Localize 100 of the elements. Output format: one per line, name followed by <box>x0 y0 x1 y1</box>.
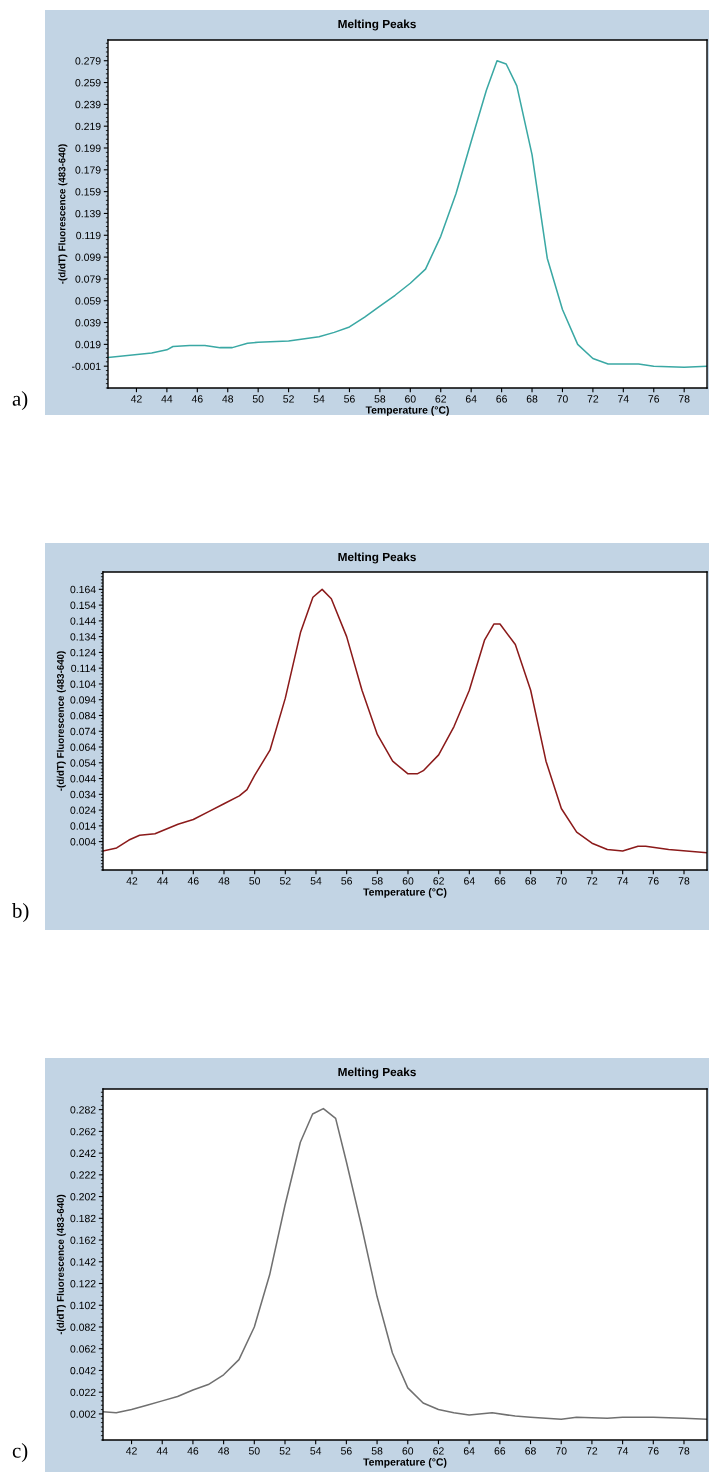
x-tick-label: 42 <box>130 395 142 403</box>
y-tick-label: 0.142 <box>70 1258 96 1266</box>
y-axis-title: -(d/dT) Fluorescence (483-640) <box>56 651 66 791</box>
y-tick-label: 0.134 <box>70 633 96 641</box>
x-tick-label: 76 <box>648 395 660 403</box>
x-tick-label: 56 <box>344 395 355 403</box>
x-tick-label: 44 <box>161 395 173 403</box>
y-tick-label: 0.022 <box>70 1388 96 1397</box>
y-tick-label: -0.001 <box>71 362 101 371</box>
x-tick-label: 78 <box>678 395 690 403</box>
x-tick-label: 66 <box>494 1447 506 1455</box>
x-tick-label: 76 <box>648 1447 659 1455</box>
y-tick-label: 0.079 <box>75 275 101 283</box>
y-tick-label: 0.164 <box>70 585 96 594</box>
y-tick-label: 0.044 <box>70 775 96 783</box>
x-tick-label: 62 <box>435 395 447 403</box>
x-tick-label: 62 <box>433 1447 444 1455</box>
x-tick-label: 44 <box>157 877 169 885</box>
y-axis-title: -(d/dT) Fluorescence (483-640) <box>58 144 68 284</box>
y-tick-label: 0.114 <box>71 664 96 673</box>
x-tick-label: 52 <box>283 395 294 403</box>
y-tick-label: 0.219 <box>75 122 101 131</box>
x-tick-label: 62 <box>433 877 444 885</box>
y-tick-label: 0.082 <box>70 1323 96 1331</box>
y-axis-title: -(d/dT) Fluorescence (483-640) <box>56 1194 66 1335</box>
x-tick-label: 70 <box>556 877 567 885</box>
x-tick-label: 54 <box>310 877 322 885</box>
x-axis-title: Temperature (°C) <box>363 1458 447 1468</box>
y-tick-label: 0.179 <box>75 166 101 174</box>
y-tick-label: 0.084 <box>70 711 96 720</box>
x-tick-label: 48 <box>218 1447 229 1455</box>
x-tick-label: 54 <box>310 1447 322 1455</box>
y-tick-label: 0.282 <box>70 1106 96 1114</box>
x-tick-label: 74 <box>617 1447 629 1455</box>
y-tick-label: 0.144 <box>70 617 96 625</box>
x-tick-label: 48 <box>218 877 230 885</box>
x-tick-label: 72 <box>586 1447 598 1455</box>
y-tick-label: 0.099 <box>75 253 101 261</box>
x-tick-label: 54 <box>313 395 325 403</box>
y-tick-label: 0.259 <box>75 79 101 87</box>
x-tick-label: 58 <box>374 395 386 403</box>
x-tick-label: 46 <box>191 395 203 403</box>
x-tick-label: 60 <box>402 1447 414 1455</box>
y-tick-label: 0.119 <box>76 231 101 240</box>
text: c) <box>12 1443 28 1462</box>
y-tick-label: 0.074 <box>70 727 96 736</box>
x-axis-title: Temperature (°C) <box>363 888 447 898</box>
y-tick-label: 0.002 <box>70 1410 96 1418</box>
x-tick-label: 64 <box>463 1447 475 1455</box>
y-tick-label: 0.159 <box>75 188 101 196</box>
y-tick-label: 0.019 <box>75 340 101 349</box>
x-tick-label: 56 <box>341 1447 352 1455</box>
x-tick-label: 78 <box>678 877 690 885</box>
x-tick-label: 74 <box>618 395 629 403</box>
y-tick-label: 0.262 <box>70 1127 96 1136</box>
x-tick-label: 52 <box>279 1447 291 1455</box>
y-tick-label: 0.034 <box>70 790 96 799</box>
y-tick-label: 0.202 <box>70 1193 96 1201</box>
y-tick-label: 0.242 <box>70 1149 96 1157</box>
x-tick-label: 60 <box>405 395 416 403</box>
x-tick-label: 42 <box>125 1447 137 1455</box>
x-tick-label: 64 <box>465 395 477 403</box>
y-tick-label: 0.064 <box>70 743 96 751</box>
y-tick-label: 0.039 <box>75 319 101 327</box>
y-tick-label: 0.094 <box>70 696 96 704</box>
y-tick-label: 0.024 <box>70 806 96 814</box>
x-tick-label: 72 <box>586 877 598 885</box>
x-tick-label: 70 <box>555 1447 567 1455</box>
x-tick-label: 76 <box>648 877 659 885</box>
x-axis-title: Temperature (°C) <box>365 406 449 416</box>
x-tick-label: 68 <box>525 1447 536 1455</box>
x-tick-label: 74 <box>617 877 629 885</box>
y-tick-label: 0.004 <box>70 838 96 846</box>
y-tick-label: 0.014 <box>70 822 96 830</box>
x-tick-label: 56 <box>341 877 352 885</box>
y-tick-label: 0.124 <box>70 648 96 657</box>
x-tick-label: 66 <box>496 395 507 403</box>
y-tick-label: 0.104 <box>70 680 96 688</box>
x-tick-label: 50 <box>248 1447 260 1455</box>
x-tick-label: 78 <box>678 1447 690 1455</box>
y-tick-label: 0.279 <box>75 57 101 65</box>
y-tick-label: 0.182 <box>70 1214 96 1223</box>
x-tick-label: 48 <box>222 395 234 403</box>
y-tick-label: 0.059 <box>75 297 101 305</box>
y-tick-label: 0.239 <box>75 100 101 109</box>
x-tick-label: 58 <box>371 877 383 885</box>
x-tick-label: 42 <box>126 877 138 885</box>
chart-title: Melting Peaks <box>338 552 416 564</box>
y-tick-label: 0.102 <box>70 1301 96 1310</box>
y-tick-label: 0.139 <box>75 209 101 218</box>
x-tick-label: 50 <box>252 395 264 403</box>
x-tick-label: 46 <box>187 1447 199 1455</box>
x-tick-label: 52 <box>279 877 291 885</box>
chart-title: Melting Peaks <box>338 19 416 31</box>
y-tick-label: 0.042 <box>70 1366 96 1375</box>
y-tick-label: 0.054 <box>70 759 96 767</box>
y-tick-label: 0.154 <box>70 601 96 609</box>
chart-title: Melting Peaks <box>338 1067 416 1079</box>
y-tick-label: 0.222 <box>70 1171 96 1179</box>
y-tick-label: 0.162 <box>70 1236 96 1244</box>
